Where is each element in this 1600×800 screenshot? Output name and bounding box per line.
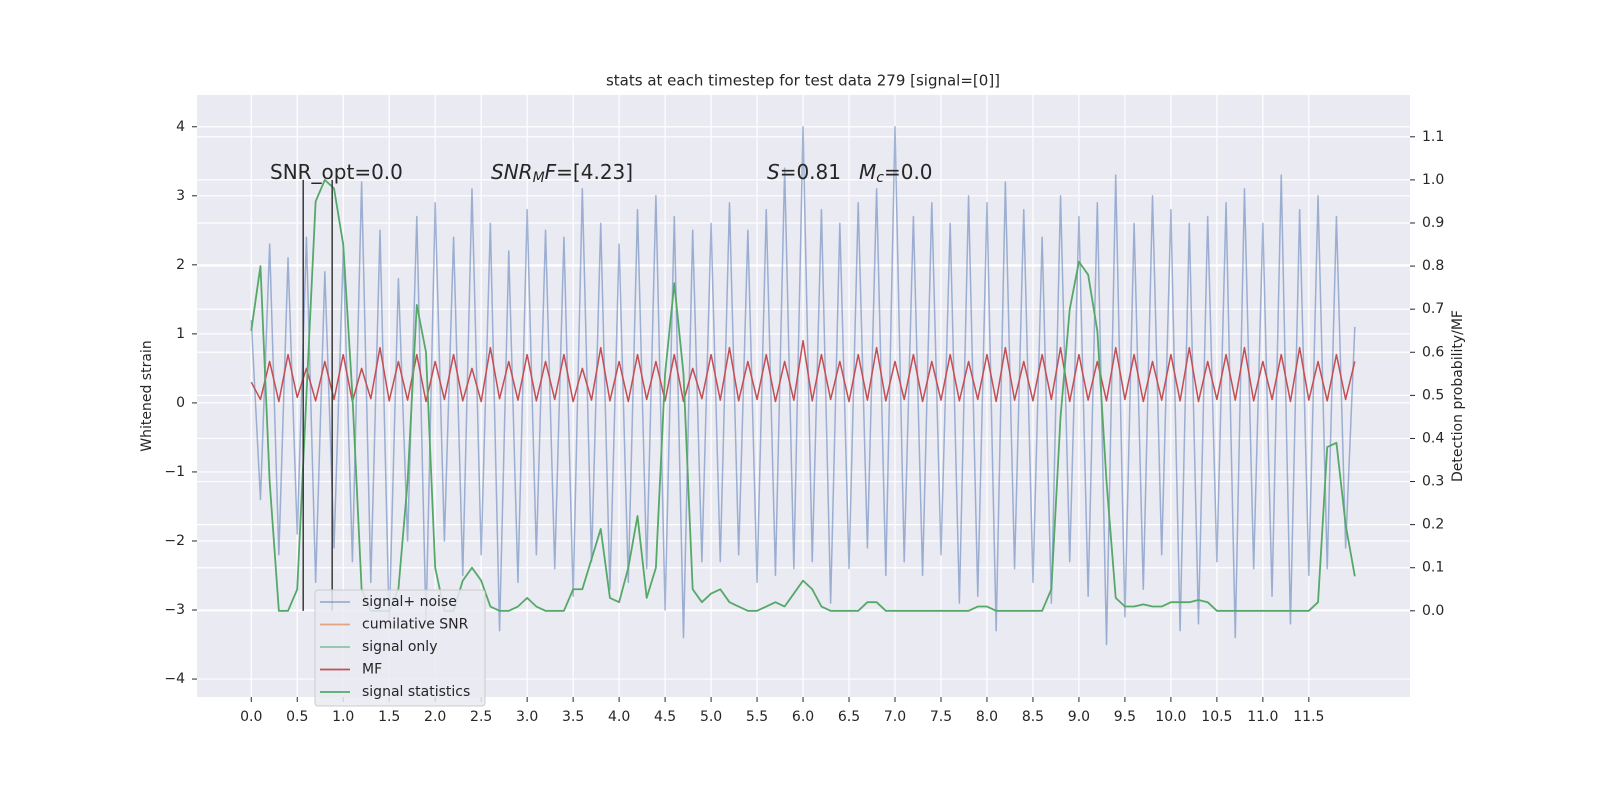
x-tick-label: 3.5 xyxy=(562,709,584,725)
y-tick-label: −3 xyxy=(164,602,185,618)
x-tick-label: 7.0 xyxy=(884,709,906,725)
y2-tick-label: 0.9 xyxy=(1422,215,1444,231)
x-tick-label: 5.0 xyxy=(700,709,722,725)
x-tick-label: 7.5 xyxy=(930,709,952,725)
y-tick-label: −4 xyxy=(164,671,185,687)
legend: signal+ noise cumilative SNR signal only MF… xyxy=(314,589,486,707)
legend-label: MF xyxy=(362,662,382,678)
x-tick-label: 10.5 xyxy=(1201,709,1232,725)
y-axis-label: Whitened strain xyxy=(139,340,155,451)
series-line xyxy=(250,340,1356,403)
x-tick-label: 8.5 xyxy=(1022,709,1044,725)
y2-tick-label: 0.3 xyxy=(1422,474,1444,490)
y2-axis-label: Detection probability/MF xyxy=(1450,310,1466,482)
y2-tick-label: 0.5 xyxy=(1422,387,1444,403)
x-tick-label: 4.5 xyxy=(654,709,676,725)
ticks: 0.0 0.5 1.0 1.5 2.0 2.5 3.0 3.5 4.0 4.5 5.0 5.5 6.0 6… xyxy=(164,119,1444,725)
annotation-part: S xyxy=(767,160,780,184)
x-tick-label: 9.0 xyxy=(1068,709,1090,725)
annotations: SNR_opt=0.0 SNRMF=[4.23] S=0.81 Mc=0.0 xyxy=(270,160,933,187)
chart-title: stats at each timestep for test data 279… xyxy=(606,72,1000,90)
legend-label: signal+ noise xyxy=(362,594,457,610)
y2-tick-label: 0.6 xyxy=(1422,344,1444,360)
x-tick-label: 4.0 xyxy=(608,709,630,725)
annotation-part: M xyxy=(859,160,876,184)
y2-tick-label: 1.1 xyxy=(1422,129,1444,145)
x-tick-label: 8.0 xyxy=(976,709,998,725)
y-tick-label: 4 xyxy=(176,119,185,135)
y2-tick-label: 0.1 xyxy=(1422,560,1444,576)
x-tick-label: 11.5 xyxy=(1293,709,1324,725)
y-tick-label: −1 xyxy=(164,464,185,480)
x-tick-label: 3.0 xyxy=(516,709,538,725)
y-tick-label: 1 xyxy=(176,326,185,342)
y2-tick-label: 0.2 xyxy=(1422,517,1444,533)
x-tick-label: 0.0 xyxy=(240,709,262,725)
legend-box xyxy=(314,589,486,707)
annotation-part: =0.0 xyxy=(884,160,933,184)
legend-label: signal only xyxy=(362,639,437,655)
annotation-part: SNR_opt=0.0 xyxy=(270,160,403,184)
x-tick-label: 2.5 xyxy=(470,709,492,725)
x-tick-label: 1.5 xyxy=(378,709,400,725)
y-tick-label: −2 xyxy=(164,533,185,549)
y2-tick-label: 1.0 xyxy=(1422,172,1444,188)
x-tick-label: 2.0 xyxy=(424,709,446,725)
annotation: SNR_opt=0.0 xyxy=(270,160,403,184)
legend-label: cumilative SNR xyxy=(362,617,469,633)
y2-tick-label: 0.0 xyxy=(1422,603,1444,619)
y2-tick-label: 0.4 xyxy=(1422,430,1444,446)
y-tick-label: 3 xyxy=(176,188,185,204)
y2-tick-label: 0.8 xyxy=(1422,258,1444,274)
x-tick-label: 6.5 xyxy=(838,709,860,725)
y-tick-label: 0 xyxy=(176,395,185,411)
annotation: S=0.81 xyxy=(767,160,841,184)
x-tick-label: 9.5 xyxy=(1114,709,1136,725)
marks xyxy=(250,126,1356,646)
annotation-part: SNR xyxy=(491,160,533,184)
series-line xyxy=(250,178,1356,612)
y2-tick-label: 0.7 xyxy=(1422,301,1444,317)
annotation-part: M xyxy=(533,170,545,186)
x-tick-label: 1.0 xyxy=(332,709,354,725)
x-tick-label: 5.5 xyxy=(746,709,768,725)
series-line xyxy=(250,126,1356,646)
x-tick-label: 6.0 xyxy=(792,709,814,725)
x-tick-label: 10.0 xyxy=(1155,709,1186,725)
annotation: SNRMF=[4.23] xyxy=(491,160,633,187)
annotation-part: =0.81 xyxy=(780,160,841,184)
annotation-part: c xyxy=(876,170,884,186)
legend-label: signal statistics xyxy=(362,684,470,700)
annotation-part: =[4.23] xyxy=(556,160,633,184)
y-tick-label: 2 xyxy=(176,257,185,273)
x-tick-label: 0.5 xyxy=(286,709,308,725)
annotation: Mc=0.0 xyxy=(859,160,933,187)
x-tick-label: 11.0 xyxy=(1247,709,1278,725)
annotation-part: F xyxy=(545,160,557,184)
